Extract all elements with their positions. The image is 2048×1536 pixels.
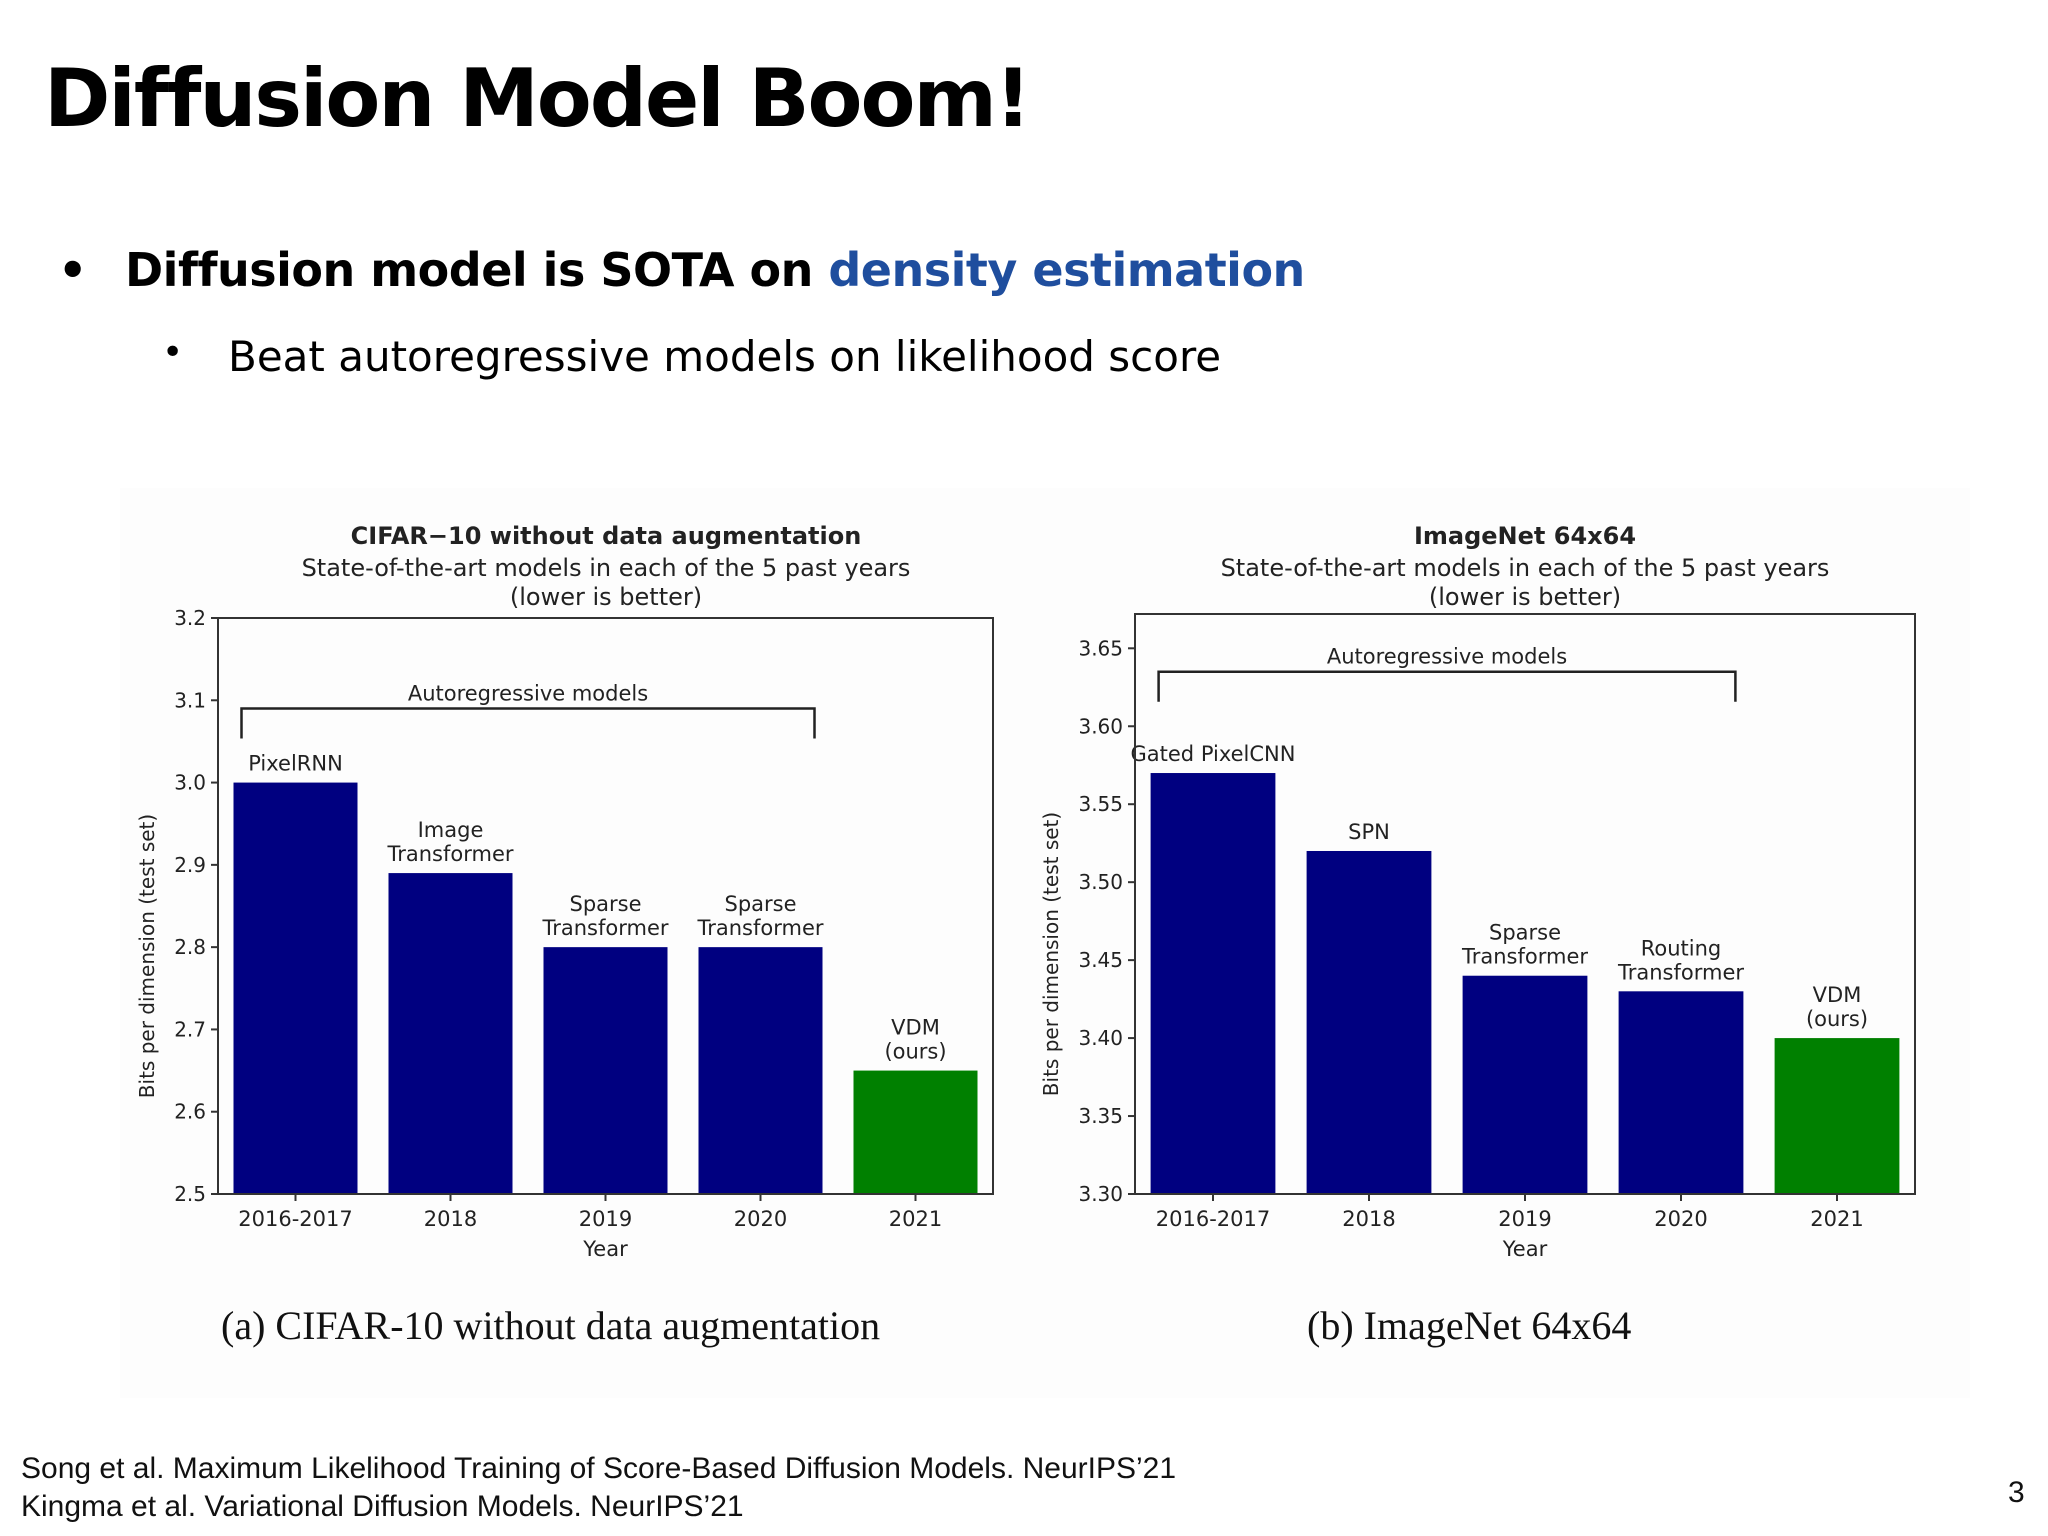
bar-2019: [543, 947, 668, 1194]
bar-2016-2017: [233, 782, 358, 1194]
caption-cifar10: (a) CIFAR-10 without data augmentation: [221, 1303, 881, 1348]
bracket-label: Autoregressive models: [1327, 645, 1567, 669]
x-tick-label: 2018: [1342, 1207, 1395, 1231]
bracket-label: Autoregressive models: [408, 682, 648, 706]
bar-label: VDM: [891, 1016, 940, 1040]
autoregressive-bracket: [240, 707, 816, 739]
y-tick-label: 3.45: [1078, 948, 1123, 972]
bar-label: Transformer: [696, 916, 823, 940]
bar-2021: [853, 1070, 978, 1194]
chart-title: ImageNet 64x64: [1414, 522, 1636, 550]
bullet-text: Diffusion model is SOTA on density estim…: [125, 243, 1305, 297]
y-tick-label: 2.6: [174, 1100, 206, 1124]
page-number: 3: [2008, 1476, 2025, 1509]
bar-2016-2017: [1150, 773, 1276, 1194]
autoregressive-bracket: [1157, 670, 1737, 702]
x-axis-label: Year: [1502, 1237, 1548, 1261]
bar-label: Routing: [1641, 936, 1722, 960]
x-tick-label: 2020: [1654, 1207, 1707, 1231]
bar-2020: [1618, 991, 1744, 1194]
y-tick-label: 3.35: [1078, 1104, 1123, 1128]
cifar10-bar-chart: CIFAR−10 without data augmentation State-…: [135, 522, 994, 1261]
y-tick-label: 2.5: [174, 1182, 206, 1206]
bullet-symbol: •: [58, 243, 87, 297]
chart-subtitle-line: (lower is better): [1429, 583, 1621, 611]
chart-subtitle-line: (lower is better): [510, 583, 702, 611]
slide-title: Diffusion Model Boom!: [44, 52, 1031, 145]
y-tick-label: 3.40: [1078, 1026, 1123, 1050]
y-axis-label: Bits per dimension (test set): [135, 814, 159, 1098]
y-tick-label: 3.2: [174, 606, 206, 630]
x-tick-label: 2016-2017: [238, 1207, 352, 1231]
chart-title: CIFAR−10 without data augmentation: [351, 522, 862, 550]
x-tick-label: 2016-2017: [1156, 1207, 1270, 1231]
bar-2020: [698, 947, 823, 1194]
bar-2021: [1774, 1038, 1900, 1194]
bar-label: Sparse: [1489, 921, 1561, 945]
bar-label: (ours): [1806, 1007, 1868, 1031]
y-axis-label: Bits per dimension (test set): [1039, 812, 1063, 1096]
y-tick-label: 2.7: [174, 1017, 206, 1041]
x-tick-label: 2018: [424, 1207, 477, 1231]
bar-label: Transformer: [386, 842, 513, 866]
y-tick-label: 3.50: [1078, 870, 1123, 894]
y-tick-label: 3.0: [174, 771, 206, 795]
y-tick-label: 3.65: [1078, 636, 1123, 660]
y-tick-label: 3.60: [1078, 714, 1123, 738]
bar-label: Gated PixelCNN: [1131, 742, 1296, 766]
bar-label: Sparse: [569, 892, 641, 916]
bar-label: Image: [418, 818, 484, 842]
bullet-prefix: Diffusion model is SOTA on: [125, 243, 829, 297]
sub-bullet-text: Beat autoregressive models on likelihood…: [228, 332, 1222, 381]
highlight-density-estimation: density estimation: [828, 243, 1305, 297]
y-tick-label: 3.30: [1078, 1182, 1123, 1206]
references: Song et al. Maximum Likelihood Training …: [21, 1450, 1176, 1526]
x-axis-label: Year: [582, 1237, 628, 1261]
caption-imagenet: (b) ImageNet 64x64: [1307, 1303, 1632, 1348]
bar-label: Transformer: [541, 916, 668, 940]
bar-label: VDM: [1813, 983, 1862, 1007]
y-tick-label: 2.9: [174, 853, 206, 877]
y-tick-label: 3.1: [174, 688, 206, 712]
reference-1: Song et al. Maximum Likelihood Training …: [21, 1452, 1177, 1485]
bar-label: SPN: [1348, 820, 1390, 844]
x-tick-label: 2020: [734, 1207, 787, 1231]
sub-bullet-symbol: •: [162, 332, 184, 373]
bar-label: (ours): [884, 1040, 946, 1064]
bar-2018: [388, 873, 513, 1194]
chart-subtitle-line: State-of-the-art models in each of the 5…: [1221, 554, 1830, 582]
imagenet-bar-chart: ImageNet 64x64 State-of-the-art models in…: [1039, 522, 1916, 1261]
chart-subtitle-line: State-of-the-art models in each of the 5…: [302, 554, 911, 582]
bar-label: Sparse: [724, 892, 796, 916]
bar-label: Transformer: [1617, 960, 1744, 984]
x-tick-label: 2019: [579, 1207, 632, 1231]
bar-2019: [1462, 975, 1588, 1194]
bar-2018: [1306, 850, 1432, 1194]
reference-2: Kingma et al. Variational Diffusion Mode…: [21, 1490, 744, 1523]
x-tick-label: 2021: [1810, 1207, 1863, 1231]
bar-label: PixelRNN: [248, 752, 343, 776]
x-tick-label: 2021: [889, 1207, 942, 1231]
y-tick-label: 2.8: [174, 935, 206, 959]
y-tick-label: 3.55: [1078, 792, 1123, 816]
bar-label: Transformer: [1461, 945, 1588, 969]
x-tick-label: 2019: [1498, 1207, 1551, 1231]
